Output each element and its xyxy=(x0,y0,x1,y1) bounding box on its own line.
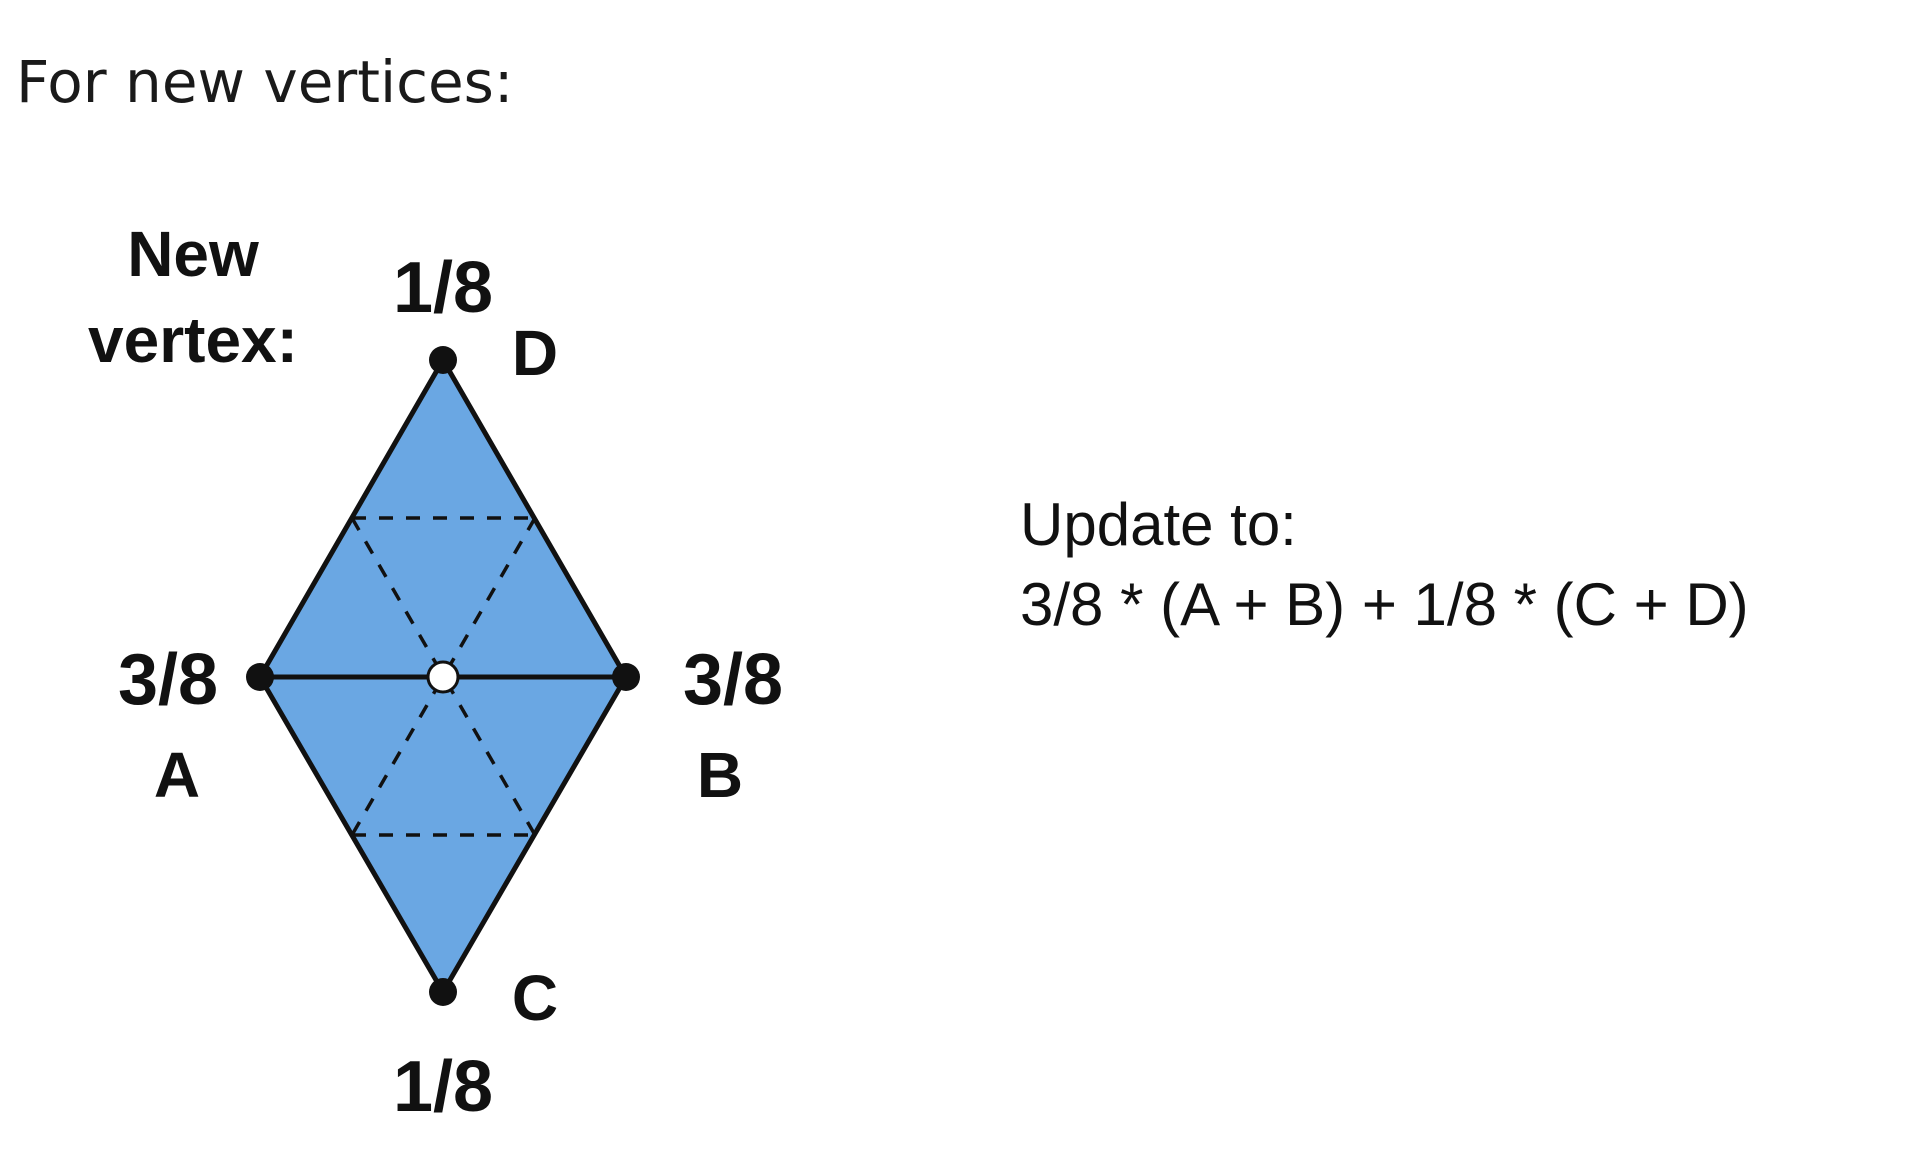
slide-heading: For new vertices: xyxy=(16,48,514,116)
vertex-b-weight: 3/8 xyxy=(683,640,783,720)
vertex-b-dot xyxy=(612,663,640,691)
update-rule: Update to: 3/8 * (A + B) + 1/8 * (C + D) xyxy=(1020,485,1749,645)
dashed-subdivision-lines xyxy=(350,516,537,837)
update-rule-line1: Update to: xyxy=(1020,491,1297,558)
new-vertex-dot xyxy=(426,660,460,694)
vertex-b-label: B xyxy=(697,739,743,811)
vertex-c-label: C xyxy=(512,962,558,1034)
vertex-d-dot xyxy=(429,346,457,374)
subdivision-stencil-diagram: New vertex: 1/8 D 3/8 A 3/8 B C 1/8 xyxy=(88,218,783,1127)
vertex-a-dot xyxy=(246,663,274,691)
vertex-a-weight: 3/8 xyxy=(118,640,218,720)
vertex-d-weight: 1/8 xyxy=(393,248,493,328)
vertex-a-label: A xyxy=(154,739,200,811)
new-vertex-label-line1: New xyxy=(127,218,259,290)
new-vertex-label-line2: vertex: xyxy=(88,304,298,376)
dashed-line-diagonal-1 xyxy=(350,517,537,836)
vertex-d-label: D xyxy=(512,317,558,389)
dashed-line-diagonal-2 xyxy=(350,517,537,836)
vertex-c-dot xyxy=(429,978,457,1006)
update-rule-formula: 3/8 * (A + B) + 1/8 * (C + D) xyxy=(1020,571,1749,638)
vertex-c-weight: 1/8 xyxy=(393,1047,493,1127)
